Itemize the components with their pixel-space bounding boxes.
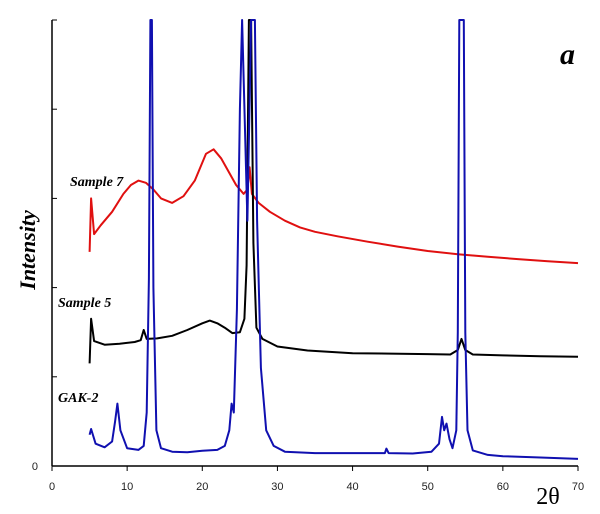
series-layer — [88, 19, 579, 460]
y-tick-label: 0 — [32, 461, 38, 473]
gak-2-line — [88, 19, 579, 460]
x-tick-label: 50 — [422, 481, 434, 493]
x-tick-label: 30 — [271, 481, 283, 493]
x-tick-label: 60 — [497, 481, 509, 493]
x-tick-label: 10 — [121, 481, 133, 493]
sample-7-label: Sample 7 — [70, 175, 124, 190]
x-axis-title: 2θ — [536, 484, 560, 510]
x-tick-label: 70 — [572, 481, 584, 493]
axis-layer: 0 10 20 30 40 50 60 70 0 — [32, 19, 584, 493]
sample-5-line — [88, 19, 579, 364]
x-tick-label: 0 — [49, 481, 55, 493]
sample-7-line — [88, 148, 579, 265]
x-tick-label: 20 — [196, 481, 208, 493]
sample-5-label: Sample 5 — [58, 296, 111, 311]
y-axis-title: Intensity — [15, 210, 40, 291]
series-label-layer: Sample 7 Sample 5 GAK-2 — [58, 175, 124, 406]
panel-label: a — [560, 38, 575, 71]
gak-2-label: GAK-2 — [58, 391, 98, 406]
x-tick-label: 40 — [346, 481, 358, 493]
